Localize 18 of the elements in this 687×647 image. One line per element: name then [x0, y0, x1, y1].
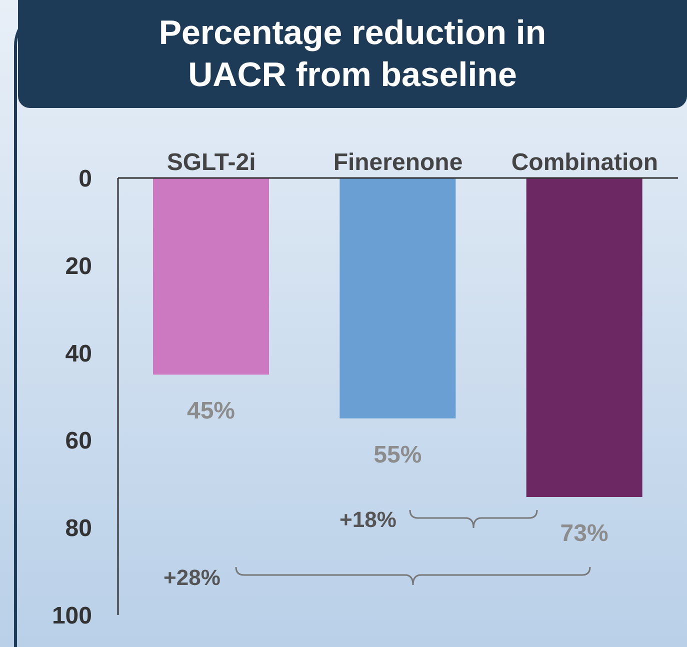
data-label: 55%: [374, 441, 422, 468]
annotation: +28%: [164, 565, 220, 590]
bar: [153, 178, 269, 375]
data-label: 45%: [186, 398, 236, 425]
y-tick-label: 60: [65, 428, 92, 455]
x-tick-label: SGLT-2i: [166, 149, 256, 176]
annotation: +18%: [340, 507, 396, 532]
y-tick-label: 80: [65, 515, 92, 542]
x-tick-label: Combination: [511, 149, 658, 176]
chart-title: Percentage reduction in UACR from baseline: [158, 13, 548, 96]
y-tick-label: 40: [65, 340, 92, 368]
x-tick-label: Finerenone: [333, 149, 463, 176]
y-tick-label: 100: [52, 602, 92, 630]
bar: [526, 178, 642, 498]
y-tick-label: 0: [78, 166, 92, 193]
y-tick-label: 20: [65, 252, 92, 280]
bar: [340, 178, 456, 418]
data-label: 73%: [560, 520, 608, 548]
